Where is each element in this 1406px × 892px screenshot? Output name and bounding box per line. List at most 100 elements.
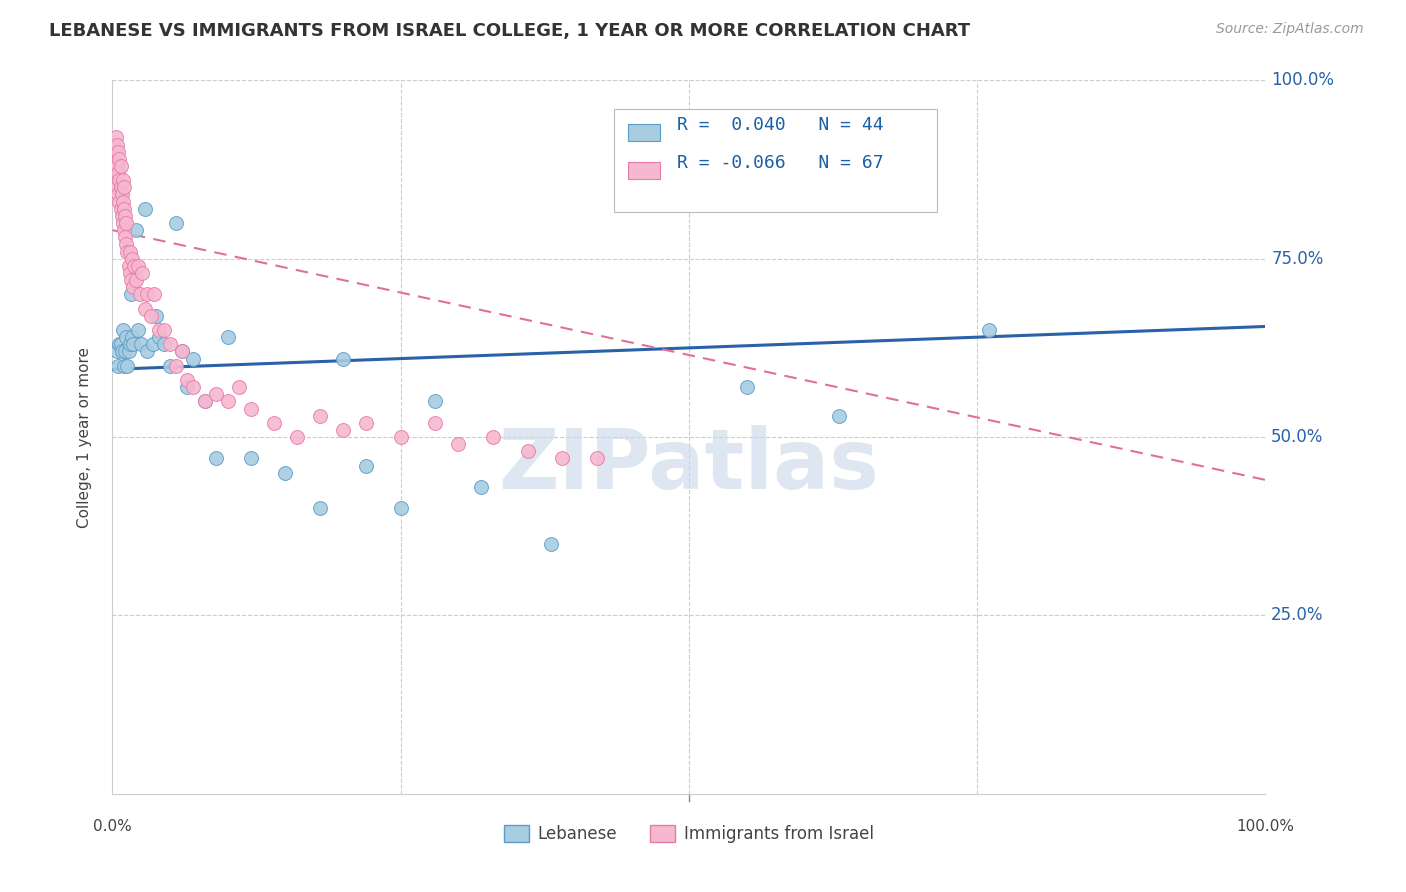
Point bbox=[540, 537, 562, 551]
Point bbox=[111, 323, 134, 337]
Point bbox=[117, 344, 139, 359]
Point bbox=[120, 273, 142, 287]
Point bbox=[120, 287, 142, 301]
Point bbox=[148, 323, 170, 337]
Point bbox=[111, 194, 134, 209]
Point bbox=[239, 401, 262, 416]
Text: 100.0%: 100.0% bbox=[1271, 71, 1334, 89]
Point bbox=[309, 501, 332, 516]
Point bbox=[516, 444, 538, 458]
Point bbox=[112, 359, 135, 373]
Point bbox=[159, 337, 181, 351]
Text: R = -0.066   N = 67: R = -0.066 N = 67 bbox=[678, 154, 884, 172]
FancyBboxPatch shape bbox=[628, 124, 661, 141]
Point bbox=[585, 451, 607, 466]
Point bbox=[205, 387, 228, 401]
Point bbox=[194, 394, 217, 409]
Point bbox=[111, 187, 134, 202]
Point bbox=[176, 373, 198, 387]
Point bbox=[170, 344, 193, 359]
Point bbox=[105, 159, 128, 173]
Point bbox=[131, 266, 153, 280]
Point bbox=[159, 359, 181, 373]
Point bbox=[181, 351, 204, 366]
Point bbox=[127, 259, 149, 273]
Point bbox=[228, 380, 250, 394]
Point bbox=[111, 216, 134, 230]
Point bbox=[148, 330, 170, 344]
Point bbox=[117, 244, 139, 259]
Text: LEBANESE VS IMMIGRANTS FROM ISRAEL COLLEGE, 1 YEAR OR MORE CORRELATION CHART: LEBANESE VS IMMIGRANTS FROM ISRAEL COLLE… bbox=[49, 22, 970, 40]
Text: 100.0%: 100.0% bbox=[1236, 819, 1295, 834]
Point bbox=[105, 137, 128, 152]
Point bbox=[121, 252, 143, 266]
Point bbox=[110, 337, 132, 351]
Point bbox=[105, 180, 128, 194]
Point bbox=[354, 416, 377, 430]
Point bbox=[115, 216, 138, 230]
Point bbox=[142, 337, 165, 351]
Point bbox=[124, 223, 146, 237]
Point bbox=[107, 166, 129, 180]
Point bbox=[274, 466, 297, 480]
Point bbox=[111, 344, 134, 359]
Point bbox=[108, 173, 131, 187]
Point bbox=[104, 130, 127, 145]
Point bbox=[112, 223, 135, 237]
Point bbox=[470, 480, 492, 494]
FancyBboxPatch shape bbox=[614, 109, 936, 212]
Point bbox=[165, 216, 187, 230]
Point bbox=[124, 259, 146, 273]
Point bbox=[332, 423, 354, 437]
Point bbox=[145, 309, 167, 323]
Point bbox=[114, 230, 136, 244]
Point bbox=[118, 244, 141, 259]
Point bbox=[117, 259, 139, 273]
Point bbox=[153, 337, 176, 351]
Text: 75.0%: 75.0% bbox=[1271, 250, 1323, 268]
Text: ZIPatlas: ZIPatlas bbox=[499, 425, 879, 506]
Point bbox=[118, 337, 141, 351]
Point bbox=[105, 344, 128, 359]
Point bbox=[136, 287, 159, 301]
Point bbox=[205, 451, 228, 466]
Point bbox=[389, 430, 412, 444]
Text: R =  0.040   N = 44: R = 0.040 N = 44 bbox=[678, 116, 884, 134]
Point bbox=[124, 273, 146, 287]
Point bbox=[285, 430, 308, 444]
Point bbox=[389, 501, 412, 516]
Point bbox=[828, 409, 851, 423]
Point bbox=[111, 173, 134, 187]
Y-axis label: College, 1 year or more: College, 1 year or more bbox=[77, 347, 91, 527]
Point bbox=[165, 359, 187, 373]
Point bbox=[127, 323, 149, 337]
Point bbox=[104, 145, 127, 159]
Point bbox=[110, 159, 132, 173]
Point bbox=[114, 209, 136, 223]
Point bbox=[111, 209, 134, 223]
FancyBboxPatch shape bbox=[628, 161, 661, 178]
Point bbox=[115, 237, 138, 252]
Point bbox=[121, 330, 143, 344]
Point bbox=[447, 437, 470, 451]
Point bbox=[122, 280, 145, 294]
Point bbox=[108, 152, 131, 166]
Point bbox=[239, 451, 262, 466]
Point bbox=[977, 323, 1000, 337]
Point bbox=[134, 301, 156, 316]
Point bbox=[118, 266, 141, 280]
Point bbox=[153, 323, 176, 337]
Point bbox=[112, 180, 135, 194]
Point bbox=[104, 166, 127, 180]
Point bbox=[425, 394, 447, 409]
Point bbox=[482, 430, 505, 444]
Point bbox=[117, 359, 139, 373]
Point bbox=[129, 337, 153, 351]
Point bbox=[107, 145, 129, 159]
Point bbox=[134, 202, 156, 216]
Point bbox=[122, 337, 145, 351]
Point bbox=[136, 344, 159, 359]
Point bbox=[425, 416, 447, 430]
Point bbox=[181, 380, 204, 394]
Point bbox=[176, 380, 198, 394]
